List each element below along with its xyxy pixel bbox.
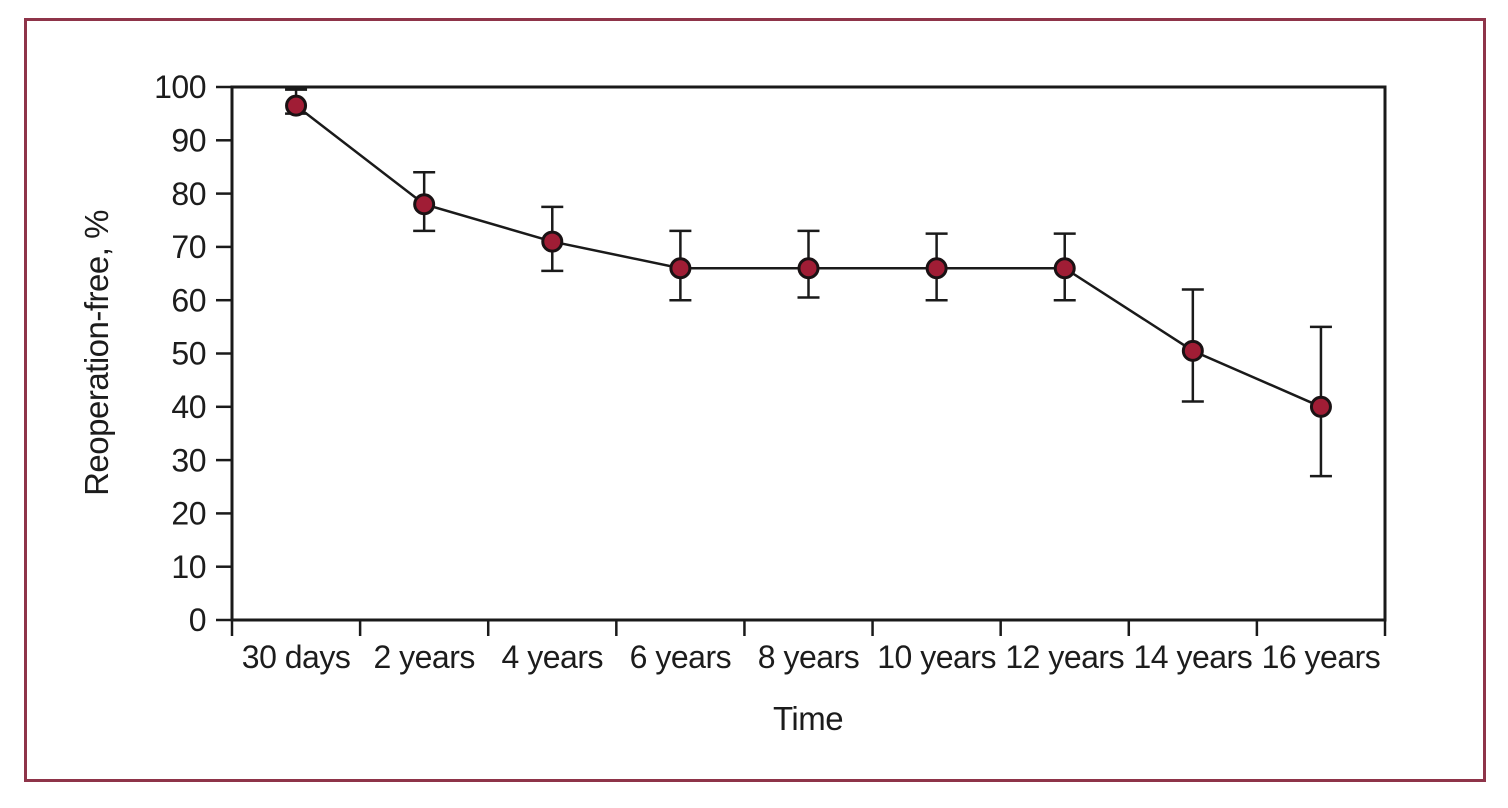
x-tick-label: 2 years — [373, 639, 474, 675]
figure-border — [24, 18, 1486, 782]
x-axis-title: Time — [772, 700, 844, 737]
x-tick-label: 6 years — [630, 639, 731, 675]
data-point — [285, 94, 308, 117]
y-axis-title: Reoperation-free, % — [78, 210, 115, 496]
y-tick-label: 50 — [171, 336, 206, 372]
data-point — [413, 193, 436, 216]
y-tick-label: 100 — [154, 69, 206, 105]
x-tick-label: 8 years — [758, 639, 859, 675]
y-tick-label: 80 — [171, 176, 206, 212]
data-point — [1309, 395, 1332, 418]
x-tick-label: 14 years — [1133, 639, 1252, 675]
y-tick-label: 40 — [171, 389, 206, 425]
data-point — [925, 257, 948, 280]
x-tick-label: 30 days — [242, 639, 351, 675]
data-point — [541, 230, 564, 253]
data-point — [1053, 257, 1076, 280]
x-tick-label: 4 years — [502, 639, 603, 675]
y-tick-label: 0 — [189, 602, 206, 638]
y-tick-label: 10 — [171, 549, 206, 585]
data-point — [669, 257, 692, 280]
y-tick-label: 20 — [171, 496, 206, 532]
x-tick-label: 12 years — [1005, 639, 1124, 675]
y-tick-label: 70 — [171, 229, 206, 265]
y-tick-label: 30 — [171, 442, 206, 478]
y-tick-label: 60 — [171, 282, 206, 318]
x-tick-label: 16 years — [1262, 639, 1381, 675]
x-tick-label: 10 years — [877, 639, 996, 675]
y-tick-label: 90 — [171, 123, 206, 159]
data-point — [797, 257, 820, 280]
data-point — [1181, 339, 1204, 362]
